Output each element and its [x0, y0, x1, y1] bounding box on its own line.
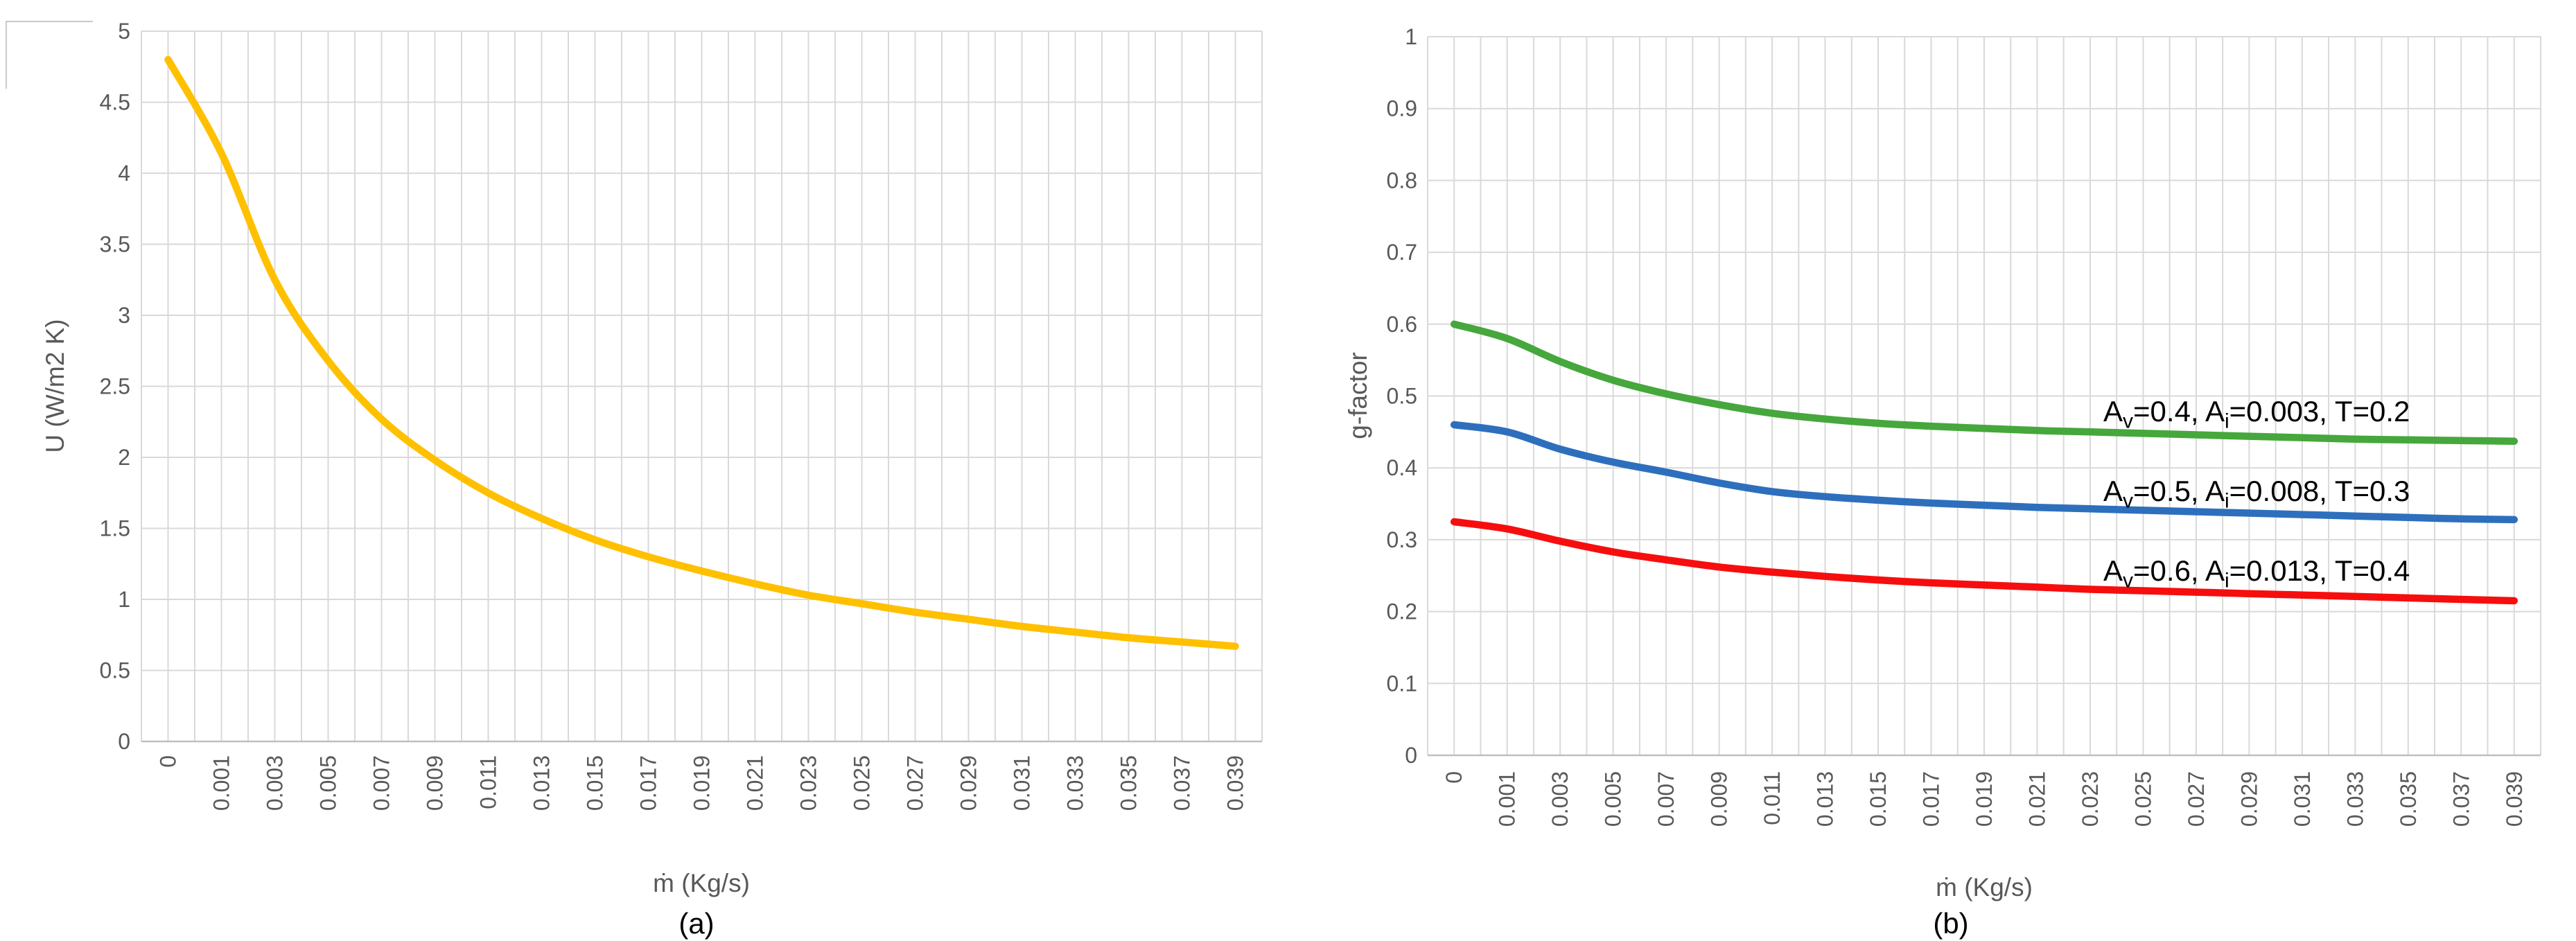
series-lines-b — [1450, 320, 2518, 605]
x-tick-label: 0.013 — [1813, 771, 1838, 827]
x-tick-label: 0.017 — [1919, 771, 1944, 827]
series-lines-a — [164, 55, 1239, 650]
x-tick-label: 0.029 — [956, 755, 981, 811]
x-tick-label: 0.019 — [690, 755, 715, 811]
x-tick-label: 0.007 — [369, 755, 394, 811]
y-tick-label: 3.5 — [100, 232, 130, 257]
x-tick-label: 0.023 — [2078, 771, 2103, 827]
x-tick-label: 0 — [156, 755, 181, 768]
y-tick-label: 0.8 — [1387, 168, 1417, 193]
x-tick-label: 0.035 — [2396, 771, 2421, 827]
x-tick-label: 0.035 — [1116, 755, 1141, 811]
y-tick-label: 4.5 — [100, 90, 130, 115]
x-tick-label: 0.039 — [1223, 755, 1248, 811]
y-tick-label: 0.9 — [1387, 96, 1417, 121]
series-line — [1450, 320, 2518, 446]
series-line — [1450, 421, 2518, 524]
x-tick-label: 0.005 — [1601, 771, 1626, 827]
gridlines-b — [1427, 36, 2541, 757]
y-tick-label: 0.5 — [100, 658, 130, 683]
chart-a: 0 0.5 1 1.5 2 2.5 3 3.5 4 4.5 5 0 0.001 0.003 0.005 0.… — [41, 19, 1263, 940]
x-tick-label: 0.021 — [2024, 771, 2049, 827]
chart-border-fragment-top — [6, 21, 93, 22]
x-tick-label: 0.039 — [2502, 771, 2527, 827]
y-tick-label: 2.5 — [100, 374, 130, 399]
chart-border-fragment-left — [6, 21, 7, 89]
x-tick-label: 0.001 — [209, 755, 234, 811]
y-tick-label: 1 — [1405, 24, 1417, 49]
x-tick-label: 0.033 — [1063, 755, 1088, 811]
x-tick-label: 0.005 — [316, 755, 341, 811]
y-axis-title-b: g-factor — [1344, 352, 1372, 439]
x-tick-label: 0.015 — [583, 755, 608, 811]
x-tick-label: 0.029 — [2236, 771, 2261, 827]
y-tick-label: 0.6 — [1387, 312, 1417, 337]
x-tick-label: 0.025 — [850, 755, 875, 811]
y-tick-label: 5 — [118, 19, 130, 44]
x-axis-tick-labels-b: 0 0.001 0.003 0.005 0.007 0.009 0.011 0.013 0.01… — [1442, 771, 2527, 827]
y-tick-label: 2 — [118, 445, 130, 470]
chart-b: 0 0.1 0.2 0.3 0.4 0.5 0.6 0.7 0.8 0.9 1 0 0.001 0.00… — [1344, 24, 2541, 940]
x-tick-label: 0.037 — [1170, 755, 1195, 811]
x-tick-label: 0.003 — [1548, 771, 1572, 827]
subfigure-caption-a: (a) — [678, 907, 714, 940]
x-tick-label: 0.031 — [1010, 755, 1035, 811]
y-tick-label: 3 — [118, 303, 130, 328]
y-tick-label: 0.4 — [1387, 455, 1417, 480]
x-tick-label: 0.009 — [1707, 771, 1732, 827]
gridlines-a — [141, 30, 1263, 743]
x-tick-label: 0.023 — [796, 755, 821, 811]
y-tick-label: 1.5 — [100, 516, 130, 541]
subfigure-caption-b: (b) — [1933, 907, 1968, 940]
y-tick-label: 4 — [118, 161, 130, 186]
x-tick-label: 0.003 — [263, 755, 288, 811]
series-line — [1450, 518, 2518, 605]
y-tick-label: 0 — [118, 729, 130, 754]
y-axis-tick-labels-b: 0 0.1 0.2 0.3 0.4 0.5 0.6 0.7 0.8 0.9 1 — [1387, 24, 1417, 768]
y-tick-label: 0.2 — [1387, 599, 1417, 624]
y-tick-label: 1 — [118, 587, 130, 612]
x-tick-label: 0.033 — [2342, 771, 2367, 827]
y-axis-tick-labels-a: 0 0.5 1 1.5 2 2.5 3 3.5 4 4.5 5 — [100, 19, 130, 754]
x-tick-label: 0.009 — [423, 755, 448, 811]
x-axis-title-b: ṁ (Kg/s) — [1936, 873, 2033, 902]
x-tick-label: 0.011 — [476, 755, 501, 809]
y-tick-label: 0.5 — [1387, 384, 1417, 409]
x-tick-label: 0.025 — [2130, 771, 2155, 827]
series-line — [164, 55, 1239, 650]
y-tick-label: 0.3 — [1387, 527, 1417, 552]
y-tick-label: 0 — [1405, 743, 1417, 768]
x-tick-label: 0 — [1442, 771, 1466, 784]
y-tick-label: 0.1 — [1387, 671, 1417, 696]
x-tick-label: 0.037 — [2448, 771, 2473, 827]
x-tick-label: 0.007 — [1654, 771, 1679, 827]
x-axis-tick-labels-a: 0 0.001 0.003 0.005 0.007 0.009 0.011 0.013 0.01… — [156, 755, 1248, 811]
x-tick-label: 0.031 — [2290, 771, 2315, 827]
x-tick-label: 0.019 — [1972, 771, 1997, 827]
x-tick-label: 0.015 — [1866, 771, 1891, 827]
x-tick-label: 0.027 — [903, 755, 928, 811]
x-tick-label: 0.001 — [1495, 771, 1520, 827]
x-tick-label: 0.017 — [636, 755, 661, 811]
y-tick-label: 0.7 — [1387, 240, 1417, 265]
x-tick-label: 0.027 — [2184, 771, 2209, 827]
y-axis-title-a: U (W/m2 K) — [41, 319, 69, 452]
x-tick-label: 0.013 — [529, 755, 554, 811]
x-tick-label: 0.011 — [1760, 771, 1785, 825]
x-axis-title-a: ṁ (Kg/s) — [653, 869, 750, 897]
x-tick-label: 0.021 — [743, 755, 768, 811]
